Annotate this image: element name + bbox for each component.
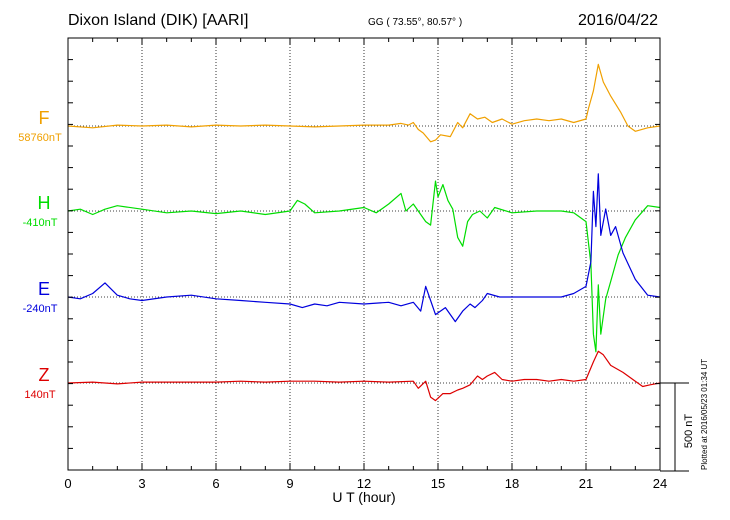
series-labels: F 58760nT H -410nT E -240nT Z 140nT (18, 108, 62, 401)
series-line-H (67, 180, 661, 353)
x-ticks: 0 3 6 9 12 15 18 21 24 (64, 38, 667, 491)
x-tick-label-12: 12 (357, 476, 371, 491)
series-line-E (67, 173, 661, 323)
x-tick-label-21: 21 (579, 476, 593, 491)
station-coords: GG ( 73.55°, 80.57° ) (368, 17, 463, 28)
scale-bar: 500 nT (660, 382, 695, 472)
series-name-E: E (38, 279, 50, 299)
series-name-H: H (38, 193, 51, 213)
series-name-Z: Z (39, 365, 50, 385)
x-tick-label-3: 3 (138, 476, 145, 491)
x-tick-label-24: 24 (653, 476, 667, 491)
station-title: Dixon Island (DIK) [AARI] (68, 12, 249, 29)
series-baseline-F: 58760nT (18, 132, 62, 144)
x-axis-label: U T (hour) (332, 489, 395, 505)
scale-bar-label: 500 nT (683, 414, 695, 449)
x-tick-label-18: 18 (505, 476, 519, 491)
grid-lines (141, 38, 587, 470)
series-line-F (67, 63, 661, 143)
series-baseline-H: -410nT (23, 217, 58, 229)
series-baseline-E: -240nT (23, 303, 58, 315)
series-lines (67, 63, 661, 402)
x-tick-label-15: 15 (431, 476, 445, 491)
x-tick-label-6: 6 (212, 476, 219, 491)
series-name-F: F (39, 108, 50, 128)
x-tick-label-9: 9 (286, 476, 293, 491)
series-baseline-Z: 140nT (24, 389, 55, 401)
x-tick-label-0: 0 (64, 476, 71, 491)
chart-date: 2016/04/22 (578, 12, 659, 29)
series-line-Z (67, 350, 661, 402)
